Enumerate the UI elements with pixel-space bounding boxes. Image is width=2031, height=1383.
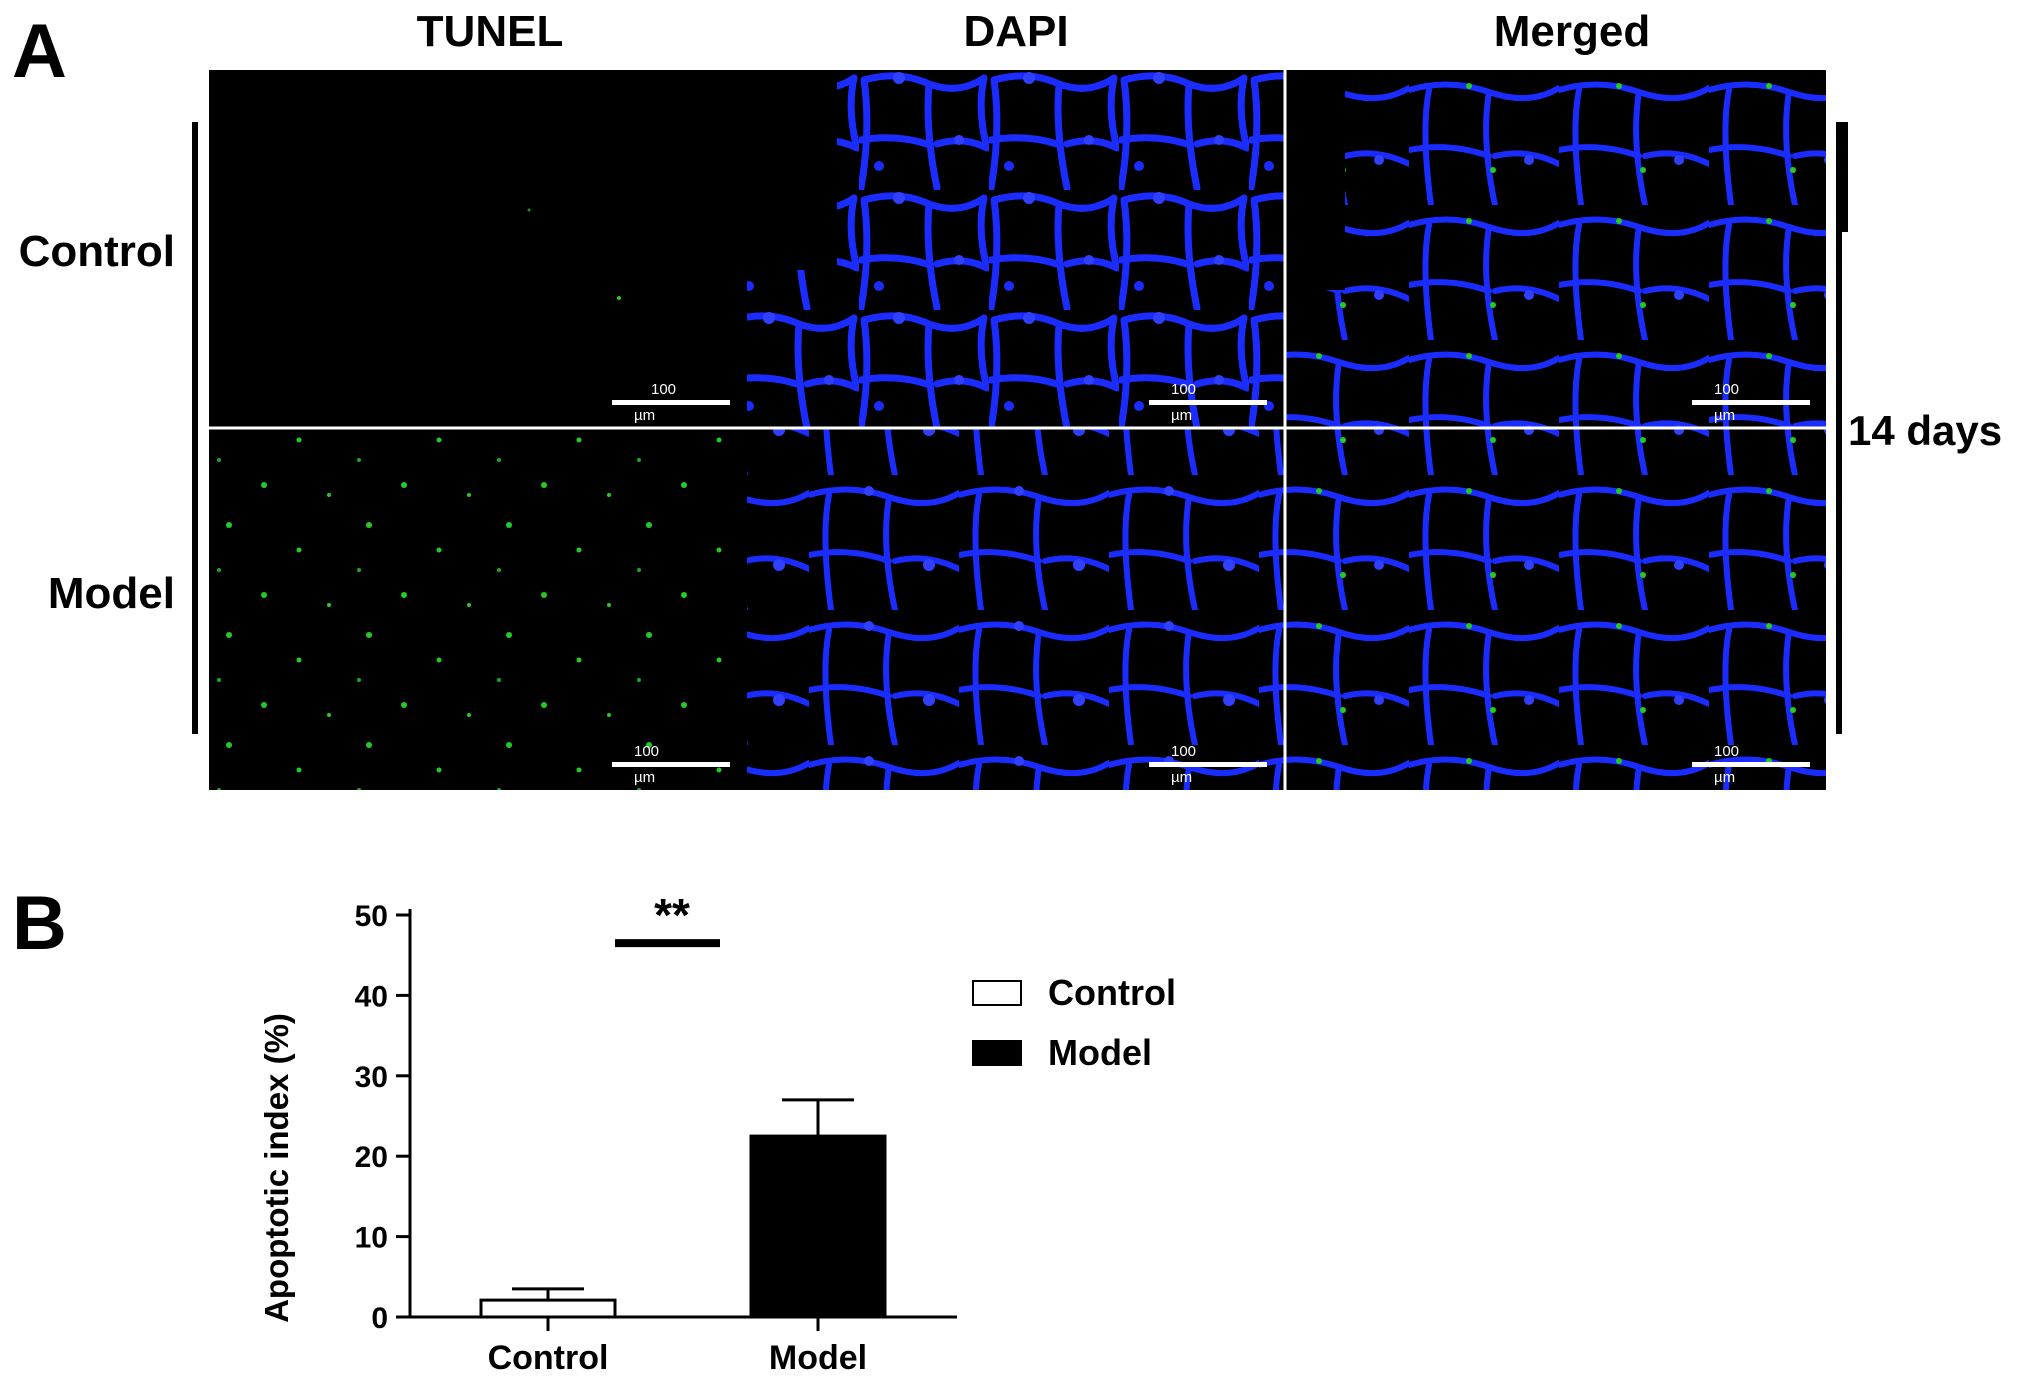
- y-tick-label-30: 30: [355, 1061, 388, 1094]
- bar-model: [749, 1134, 887, 1319]
- scale-bar-merged-control: 100 µm: [1692, 381, 1810, 424]
- column-header-tunel: TUNEL: [416, 7, 564, 56]
- column-header-merged: Merged: [1493, 7, 1651, 56]
- micrograph-tunel-control: [209, 70, 747, 428]
- legend-label-model: Model: [1048, 1032, 1152, 1073]
- row-label-model: Model: [47, 569, 175, 618]
- significance-label: **: [654, 889, 690, 941]
- micrograph-tunel-model: [209, 428, 747, 790]
- y-tick-label-0: 0: [371, 1302, 388, 1335]
- micrograph-merged-control: [1285, 70, 1826, 428]
- micrograph-dapi-model: [747, 428, 1285, 790]
- y-tick-label-50: 50: [355, 900, 388, 933]
- scale-bar-tunel-control: 100 µm: [612, 381, 730, 424]
- svg-text:100: 100: [1714, 743, 1739, 760]
- column-header-dapi: DAPI: [963, 7, 1069, 56]
- scale-bar-dapi-control: 100 µm: [1149, 381, 1267, 424]
- scale-bar-tunel-model: 100 µm: [612, 743, 730, 786]
- panel-b-letter: B: [12, 881, 67, 966]
- y-axis-label: Apoptotic index (%): [258, 1013, 295, 1323]
- right-group-bracket-cap: [1842, 122, 1848, 232]
- svg-text:µm: µm: [634, 407, 655, 424]
- y-tick-label-10: 10: [355, 1222, 388, 1255]
- timepoint-label: 14 days: [1848, 407, 2003, 454]
- scale-bar-dapi-model: 100 µm: [1149, 743, 1267, 786]
- row-label-control: Control: [18, 227, 175, 276]
- svg-text:µm: µm: [634, 769, 655, 786]
- svg-text:100: 100: [1171, 381, 1196, 398]
- svg-text:100: 100: [634, 743, 659, 760]
- apoptotic-index-bar-chart: 0 10 20 30 40 50 Control Model Apoptotic index…: [258, 889, 957, 1377]
- micrograph-merged-model: [1285, 428, 1826, 790]
- panel-a-letter: A: [12, 9, 67, 94]
- x-tick-label-control: Control: [488, 1339, 609, 1377]
- micrograph-grid: 100 µm 100 µm 100 µm 100 µm 100 µm 100 µ…: [209, 70, 1826, 790]
- legend-swatch-model: [972, 1040, 1022, 1066]
- bar-control: [479, 1298, 617, 1319]
- svg-text:µm: µm: [1714, 769, 1735, 786]
- y-tick-label-20: 20: [355, 1141, 388, 1174]
- left-group-bracket: [192, 122, 198, 734]
- svg-text:µm: µm: [1171, 769, 1192, 786]
- svg-text:µm: µm: [1714, 407, 1735, 424]
- scale-bar-merged-model: 100 µm: [1692, 743, 1810, 786]
- right-group-bracket: [1836, 122, 1842, 734]
- svg-text:µm: µm: [1171, 407, 1192, 424]
- x-tick-label-model: Model: [769, 1339, 867, 1377]
- svg-text:100: 100: [1714, 381, 1739, 398]
- significance-line: [615, 939, 720, 948]
- legend-swatch-control: [972, 980, 1022, 1006]
- svg-text:100: 100: [1171, 743, 1196, 760]
- svg-text:100: 100: [651, 381, 676, 398]
- legend-label-control: Control: [1048, 972, 1176, 1013]
- y-tick-label-40: 40: [355, 980, 388, 1013]
